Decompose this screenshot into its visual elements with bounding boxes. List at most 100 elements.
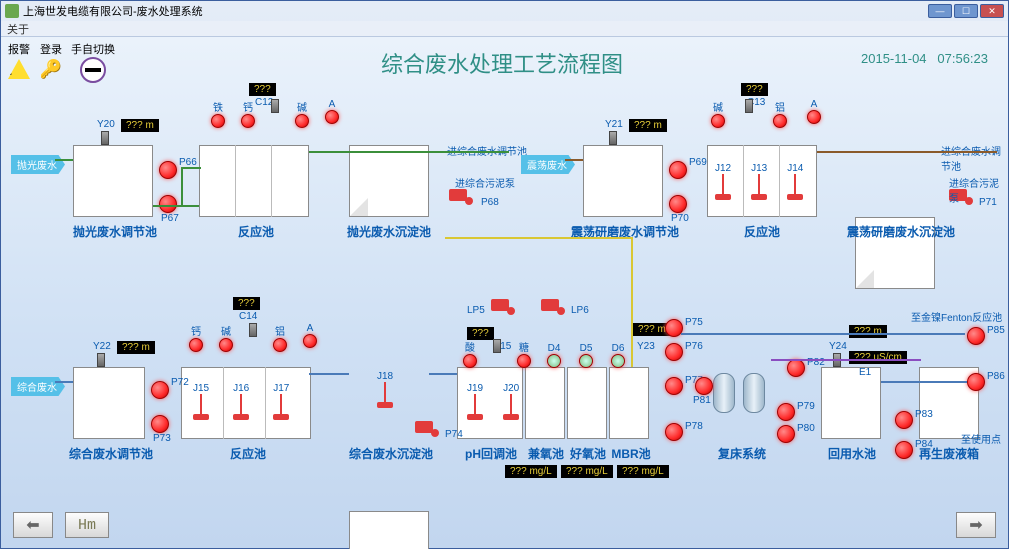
inflow-mixed: 综合废水 (11, 377, 65, 396)
minimize-button[interactable]: — (928, 4, 952, 18)
pump-icon[interactable] (773, 114, 787, 128)
pump-p69[interactable] (669, 161, 687, 179)
tank-mixed-adjust (73, 367, 145, 439)
manual-auto-switch[interactable]: 手自切换 (71, 41, 115, 83)
valve-d4[interactable] (547, 354, 561, 368)
val-c12: ??? (249, 83, 276, 96)
label-tank: 复床系统 (707, 445, 777, 462)
out-label: 进综合污泥泵 (455, 175, 515, 190)
mixer-j13[interactable]: J13 (751, 163, 767, 200)
doser-icon (271, 99, 279, 113)
nav-next[interactable]: ➡ (956, 512, 996, 538)
pump-lp6[interactable] (541, 299, 567, 317)
pump-p85[interactable] (967, 327, 985, 345)
pump-p78[interactable] (665, 423, 683, 441)
doser-icon (249, 323, 257, 337)
level-y22: ??? m (117, 341, 155, 354)
pump-icon[interactable] (273, 338, 287, 352)
login-button[interactable]: 登录 🔑 (39, 41, 63, 81)
pump-p79[interactable] (777, 403, 795, 421)
pump-p80[interactable] (777, 425, 795, 443)
tank-reaction-1 (199, 145, 309, 217)
pump-icon[interactable] (807, 110, 821, 124)
level-y21: ??? m (629, 119, 667, 132)
tank-polish-settle (349, 145, 429, 217)
mixer-j18[interactable]: J18 (377, 371, 393, 408)
label-lp6: LP6 (571, 305, 589, 316)
window-title: 上海世发电缆有限公司-废水处理系统 (23, 3, 203, 19)
level-y24: ??? m (849, 325, 887, 338)
nav-home[interactable]: Hm (65, 512, 109, 538)
label-tank: MBR池 (603, 445, 659, 462)
mixer-j14[interactable]: J14 (787, 163, 803, 200)
vessel-2 (743, 373, 765, 413)
sensor-y22: Y22 (93, 341, 111, 352)
mixer-j19[interactable]: J19 (467, 383, 483, 420)
pump-icon[interactable] (241, 114, 255, 128)
pump-p73[interactable] (151, 415, 169, 433)
inflow-vibrate: 震荡废水 (521, 155, 575, 174)
label-tank: pH回调池 (451, 445, 531, 462)
switch-icon (80, 57, 106, 83)
pump-p81[interactable] (695, 377, 713, 395)
sensor-e1: E1 (859, 367, 871, 378)
label-tank: 抛光废水沉淀池 (339, 223, 439, 240)
pump-icon[interactable] (295, 114, 309, 128)
sensor-y23: Y23 (637, 341, 655, 352)
pump-icon[interactable] (211, 114, 225, 128)
sensor-y21: Y21 (605, 119, 623, 130)
cond-readout: ??? uS/cm (849, 351, 907, 364)
pump-p82[interactable] (787, 359, 805, 377)
label-tank: 综合废水调节池 (51, 445, 171, 462)
nav-prev[interactable]: ⬅ (13, 512, 53, 538)
mixer-j17[interactable]: J17 (273, 383, 289, 420)
datetime: 2015-11-04 07:56:23 (861, 51, 988, 66)
close-button[interactable]: ✕ (980, 4, 1004, 18)
tank-aerobic (567, 367, 607, 439)
tank-mixed-settle (349, 511, 429, 549)
mixer-j20[interactable]: J20 (503, 383, 519, 420)
maximize-button[interactable]: ☐ (954, 4, 978, 18)
pump-icon[interactable] (303, 334, 317, 348)
pump-p84[interactable] (895, 441, 913, 459)
pump-p86[interactable] (967, 373, 985, 391)
level-y20: ??? m (121, 119, 159, 132)
valve-d5[interactable] (579, 354, 593, 368)
probe-icon (97, 353, 105, 367)
app-icon (5, 4, 19, 18)
sensor-c14: C14 (239, 311, 257, 322)
label-tank: 反应池 (727, 223, 797, 240)
pump-p77[interactable] (665, 377, 683, 395)
key-icon: 🔑 (39, 57, 63, 81)
level-probe-icon (609, 131, 617, 145)
readout-mgl: ??? mg/L (561, 465, 613, 478)
valve-d6[interactable] (611, 354, 625, 368)
alarm-button[interactable]: 报警 ! (7, 41, 31, 81)
pump-p67[interactable] (159, 195, 177, 213)
label-tank: 回用水池 (817, 445, 887, 462)
pump-icon[interactable] (219, 338, 233, 352)
pump-p70[interactable] (669, 195, 687, 213)
warning-icon: ! (8, 59, 30, 79)
val-c13: ??? (741, 83, 768, 96)
pump-p76[interactable] (665, 343, 683, 361)
menu-about[interactable]: 关于 (7, 24, 29, 36)
tank-mbr (609, 367, 649, 439)
pump-p74[interactable] (415, 421, 441, 439)
mixer-j16[interactable]: J16 (233, 383, 249, 420)
pump-p66[interactable] (159, 161, 177, 179)
pump-p83[interactable] (895, 411, 913, 429)
pump-icon[interactable] (517, 354, 531, 368)
val-c14: ??? (233, 297, 260, 310)
pump-lp5[interactable] (491, 299, 517, 317)
mixer-j15[interactable]: J15 (193, 383, 209, 420)
out-label: 至金镍Fenton反应池 (911, 309, 1002, 324)
pump-icon[interactable] (463, 354, 477, 368)
pump-icon[interactable] (325, 110, 339, 124)
pump-icon[interactable] (189, 338, 203, 352)
pump-p72[interactable] (151, 381, 169, 399)
label-tank: 抛光废水调节池 (55, 223, 175, 240)
mixer-j12[interactable]: J12 (715, 163, 731, 200)
pump-icon[interactable] (711, 114, 725, 128)
sludge-pump-p68[interactable] (449, 189, 475, 207)
